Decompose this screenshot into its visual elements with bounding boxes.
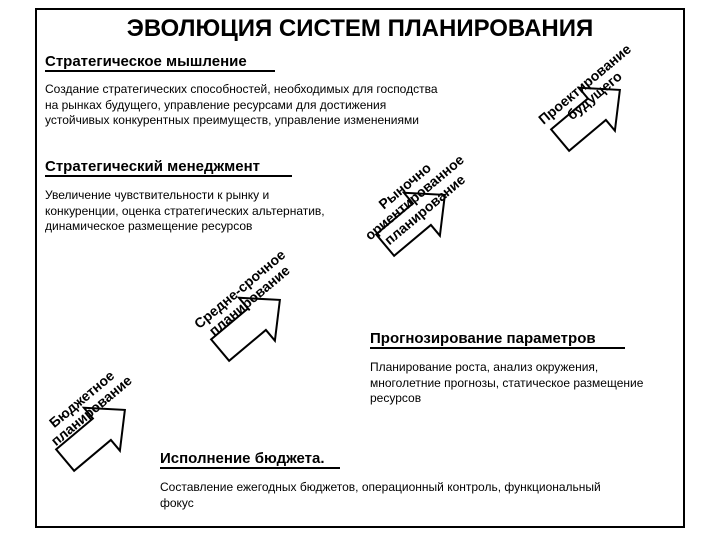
section-2-body: Увеличение чувствительности к рынку и ко… [45,188,345,235]
section-1-heading: Стратегическое мышление [45,53,275,72]
page-title: ЭВОЛЮЦИЯ СИСТЕМ ПЛАНИРОВАНИЯ [0,15,720,43]
section-4-heading: Исполнение бюджета. [160,450,340,469]
section-4-body: Составление ежегодных бюджетов, операцио… [160,480,630,511]
section-3-heading: Прогнозирование параметров [370,330,625,349]
section-1-body: Создание стратегических способностей, не… [45,82,445,129]
section-2-heading: Стратегический менеджмент [45,158,292,177]
section-3-body: Планирование роста, анализ окружения, мн… [370,360,670,407]
